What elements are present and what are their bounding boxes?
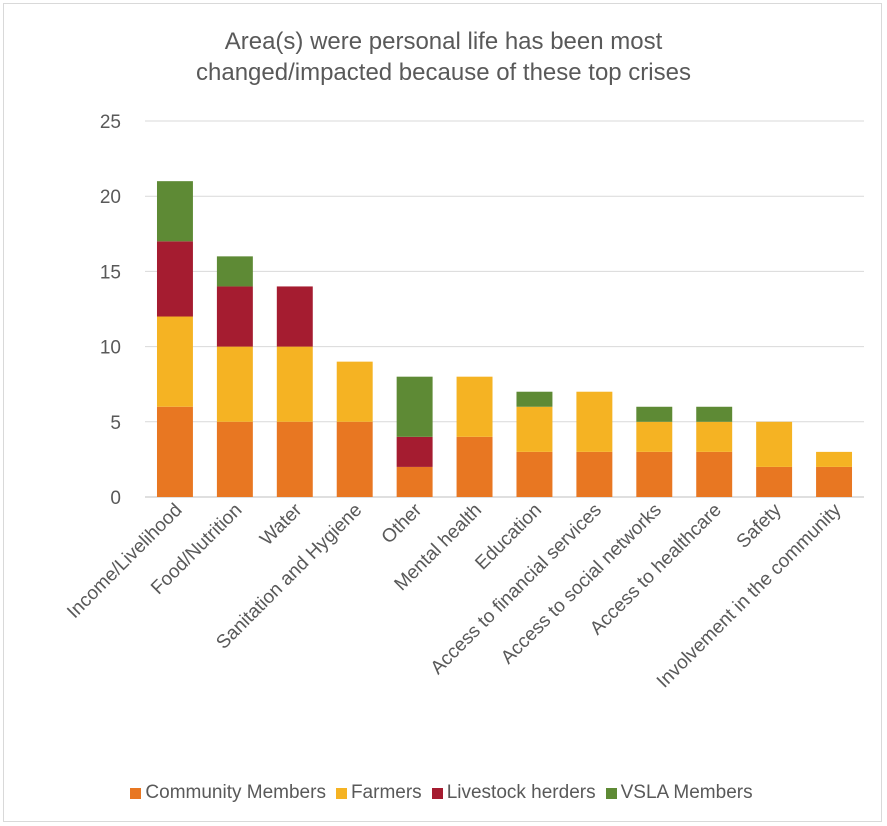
bar-segment <box>816 466 853 497</box>
x-tick-label: Other <box>378 499 427 548</box>
y-tick-label: 0 <box>110 488 121 509</box>
bar-segment <box>456 436 493 497</box>
x-tick-label: Income/Livelihood <box>63 500 186 623</box>
bar-segment <box>456 376 493 437</box>
y-tick-label: 15 <box>100 262 121 283</box>
legend-label: Livestock herders <box>446 782 596 803</box>
legend-item: VSLA Members <box>605 782 753 804</box>
bar-segment <box>216 286 253 347</box>
bar-segment <box>576 451 613 497</box>
bar-segment <box>156 241 193 317</box>
bar-segment <box>276 421 313 497</box>
bar-segment <box>276 346 313 422</box>
bar-segment <box>396 436 433 467</box>
bar-segment <box>156 316 193 407</box>
bar-segment <box>576 391 613 452</box>
y-tick-label: 10 <box>100 338 121 359</box>
bar-segment <box>156 181 193 242</box>
bar-segment <box>696 451 733 497</box>
bar-segment <box>216 256 253 287</box>
legend-label: Community Members <box>145 782 326 803</box>
bar-segment <box>336 421 373 497</box>
bar-segment <box>396 466 433 497</box>
legend-item: Farmers <box>335 782 422 804</box>
bar-segment <box>516 451 553 497</box>
legend-item: Community Members <box>130 782 326 804</box>
bar-segment <box>336 361 373 422</box>
bar-segment <box>696 406 733 422</box>
chart-frame <box>3 3 882 822</box>
bar-segment <box>636 421 673 452</box>
legend-label: Farmers <box>350 782 422 803</box>
chart-legend: Community Members Farmers Livestock herder… <box>0 782 887 804</box>
bar-segment <box>516 391 553 407</box>
chart-title: Area(s) were personal life has been most… <box>196 28 691 86</box>
legend-swatch <box>431 787 443 799</box>
legend-swatch <box>335 787 347 799</box>
legend-swatch <box>130 787 142 799</box>
bar-segment <box>636 406 673 422</box>
bar-segment <box>636 451 673 497</box>
legend-label: VSLA Members <box>620 782 753 803</box>
y-tick-label: 20 <box>100 187 121 208</box>
bar-segment <box>816 451 853 467</box>
bar-segment <box>516 406 553 452</box>
bar-segment <box>216 346 253 422</box>
bar-segment <box>216 421 253 497</box>
x-tick-label: Safety <box>733 499 786 552</box>
y-tick-label: 25 <box>100 112 121 133</box>
bar-segment <box>756 466 793 497</box>
y-tick-label: 5 <box>110 413 121 434</box>
bar-segment <box>696 421 733 452</box>
bar-segment <box>156 406 193 497</box>
x-tick-label: Water <box>256 499 307 550</box>
legend-item: Livestock herders <box>431 782 596 804</box>
legend-swatch <box>605 787 617 799</box>
bar-segment <box>396 376 433 437</box>
bar-segment <box>756 421 793 467</box>
bar-segment <box>276 286 313 347</box>
